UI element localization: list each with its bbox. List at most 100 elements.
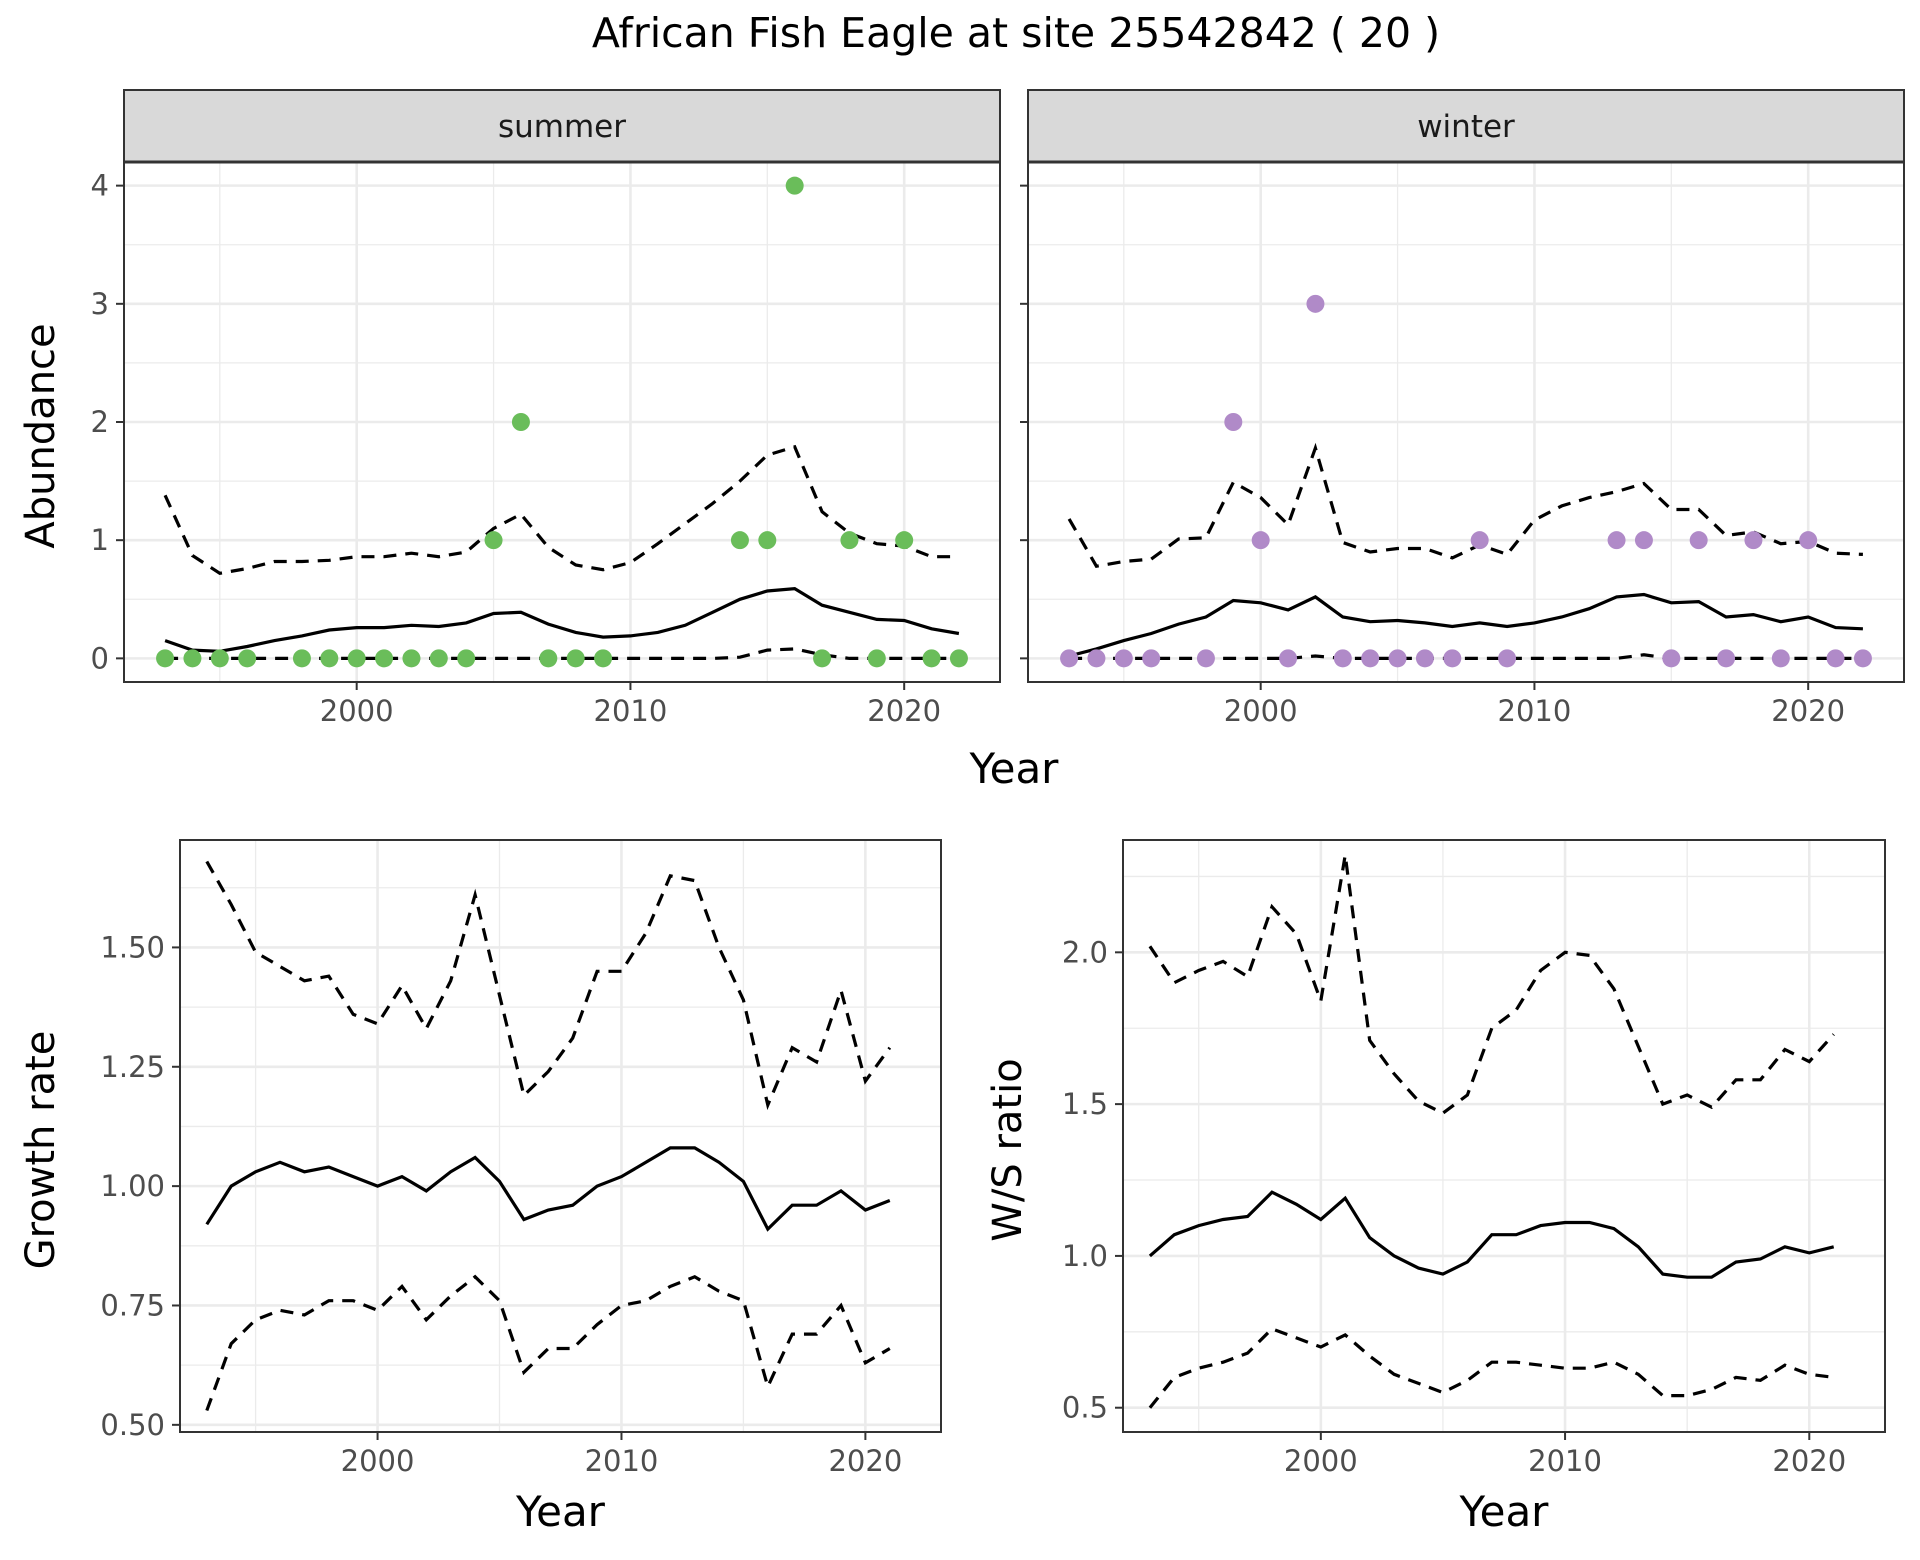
y-tick-label: 1.00 xyxy=(100,1169,165,1203)
upper-bound-line xyxy=(1067,442,1863,568)
observation-point xyxy=(922,649,941,668)
chart-panel-1: winter 2000 2010 2020 xyxy=(1020,89,1905,728)
observation-point xyxy=(238,649,257,668)
observation-point xyxy=(566,649,585,668)
observation-point xyxy=(320,649,339,668)
observation-point xyxy=(1196,649,1215,668)
y-tick-label: 4 xyxy=(91,169,109,203)
x-tick-label: 2010 xyxy=(1498,694,1572,728)
y-tick-label: 1.50 xyxy=(100,930,165,964)
observation-point xyxy=(375,649,394,668)
mean-line xyxy=(164,586,960,653)
observation-point xyxy=(1443,649,1462,668)
x-tick-label: 2020 xyxy=(867,694,941,728)
observation-point xyxy=(511,413,530,431)
observation-point xyxy=(1634,531,1653,550)
x-tick-label: 2000 xyxy=(1284,1444,1358,1478)
x-tick-label: 2020 xyxy=(828,1444,902,1478)
plot-background xyxy=(1123,840,1885,1432)
y-tick-label: 0.50 xyxy=(100,1408,165,1442)
x-axis-title: Year xyxy=(515,1487,606,1536)
lower-bound-line xyxy=(1148,1326,1834,1409)
x-tick-label: 2010 xyxy=(594,694,668,728)
upper-bound-line xyxy=(205,860,892,1111)
chart-panel-0: summer 2000 2010 2020 0 1 2 3 4 Abundance xyxy=(18,89,1001,728)
observation-point xyxy=(758,531,777,550)
observation-point xyxy=(484,531,503,550)
observation-point xyxy=(867,649,886,668)
observation-point xyxy=(1333,649,1352,668)
observation-point xyxy=(292,649,311,668)
facet-strip xyxy=(123,89,1001,163)
observation-point xyxy=(1060,649,1079,668)
y-tick-label: 0.5 xyxy=(1062,1391,1108,1425)
observation-point xyxy=(840,531,859,550)
observation-point xyxy=(1415,649,1434,668)
observation-point xyxy=(1306,294,1325,313)
observation-point xyxy=(785,176,804,195)
y-tick-label: 1.0 xyxy=(1062,1239,1108,1273)
observation-point xyxy=(539,649,558,668)
y-axis-title: Growth rate xyxy=(18,1031,64,1270)
observation-point xyxy=(1771,649,1790,668)
observation-point xyxy=(1224,413,1243,431)
facet-label: summer xyxy=(498,109,626,145)
observation-point xyxy=(1853,649,1872,668)
x-tick-label: 2000 xyxy=(1224,694,1298,728)
x-axis-title: Year xyxy=(1459,1487,1550,1536)
panel-border xyxy=(179,839,942,1433)
observation-point xyxy=(1388,649,1407,668)
facet-strip xyxy=(1027,89,1905,163)
chart-panel-2: 2000 2010 2020 0.50 0.75 1.00 1.25 1.50 Growth r… xyxy=(18,839,942,1536)
y-tick-label: 0 xyxy=(91,641,109,675)
observation-point xyxy=(429,649,448,668)
observation-point xyxy=(1717,649,1736,668)
observation-point xyxy=(1799,531,1818,550)
observation-point xyxy=(1142,649,1161,668)
y-tick-label: 3 xyxy=(91,287,109,321)
mean-line xyxy=(1068,592,1863,658)
observation-point xyxy=(1470,531,1489,550)
observation-point xyxy=(1662,649,1681,668)
y-axis-title: W/S ratio xyxy=(985,1058,1031,1241)
plot-background xyxy=(180,840,941,1432)
observation-point xyxy=(1607,531,1626,550)
observation-point xyxy=(813,649,832,668)
observation-point xyxy=(895,531,914,550)
upper-bound-line xyxy=(1148,854,1835,1116)
observation-point xyxy=(1361,649,1380,668)
x-tick-label: 2020 xyxy=(1772,1444,1846,1478)
charts: summer 2000 2010 2020 0 1 2 3 4 Abundance winter 20… xyxy=(18,89,1905,1536)
x-tick-label: 2010 xyxy=(1528,1444,1602,1478)
y-axis-title: Abundance xyxy=(18,323,64,548)
observation-point xyxy=(1279,649,1298,668)
x-tick-label: 2000 xyxy=(320,694,394,728)
y-tick-label: 1.25 xyxy=(100,1050,165,1084)
observation-point xyxy=(347,649,366,668)
x-tick-label: 2000 xyxy=(341,1444,415,1478)
y-tick-label: 2 xyxy=(91,405,109,439)
y-tick-label: 2.0 xyxy=(1062,935,1108,969)
mean-line xyxy=(1148,1190,1835,1279)
observation-point xyxy=(1251,531,1270,550)
observation-point xyxy=(1826,649,1845,668)
observation-point xyxy=(1498,649,1517,668)
upper-bound-line xyxy=(163,444,959,575)
observation-point xyxy=(949,649,968,668)
mean-line xyxy=(205,1146,891,1232)
observation-point xyxy=(594,649,613,668)
observation-point xyxy=(1689,531,1708,550)
observation-point xyxy=(730,531,749,550)
observation-point xyxy=(457,649,476,668)
panel-border xyxy=(1122,839,1886,1433)
figure-title: African Fish Eagle at site 25542842 ( 20… xyxy=(592,9,1440,57)
observation-point xyxy=(183,649,202,668)
x-tick-label: 2020 xyxy=(1771,694,1845,728)
observation-point xyxy=(402,649,421,668)
facet-label: winter xyxy=(1417,109,1515,145)
observation-point xyxy=(1087,649,1106,668)
observation-point xyxy=(1114,649,1133,668)
observation-point xyxy=(1744,531,1763,550)
x-tick-label: 2010 xyxy=(585,1444,659,1478)
